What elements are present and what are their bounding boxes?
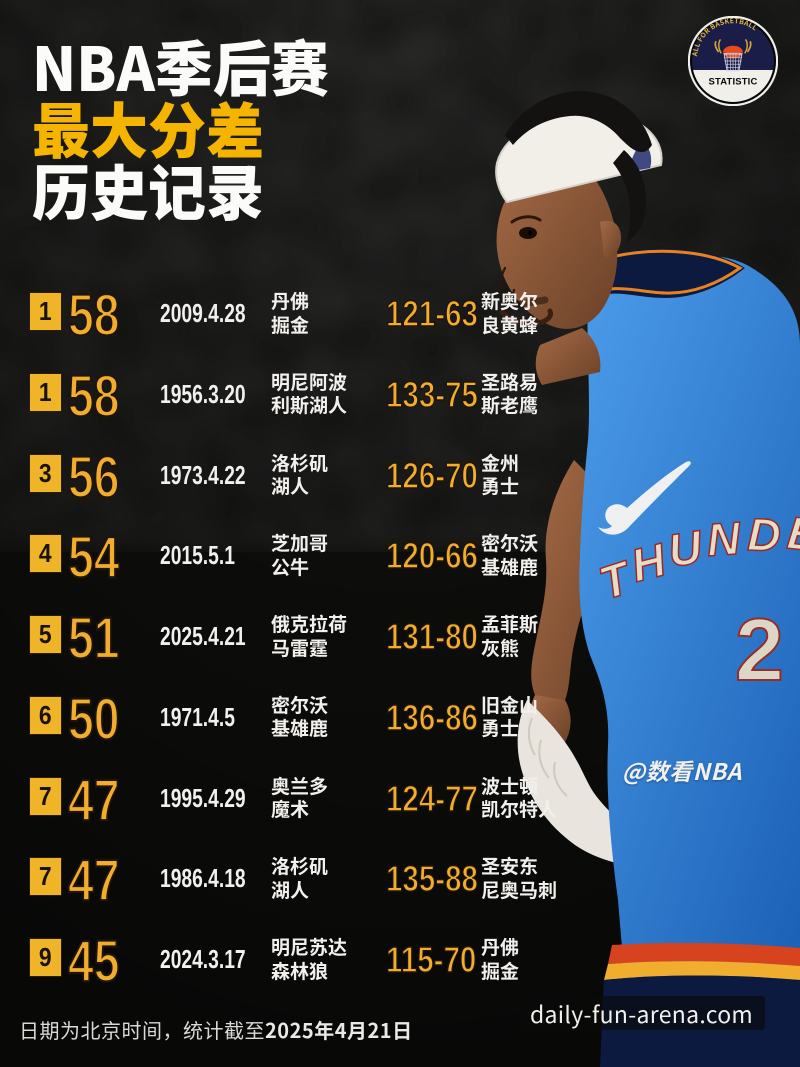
svg-text:STATISTIC: STATISTIC xyxy=(709,76,758,87)
svg-text:2: 2 xyxy=(735,600,784,699)
svg-text:N: N xyxy=(705,512,743,566)
svg-text:D: D xyxy=(747,508,782,561)
